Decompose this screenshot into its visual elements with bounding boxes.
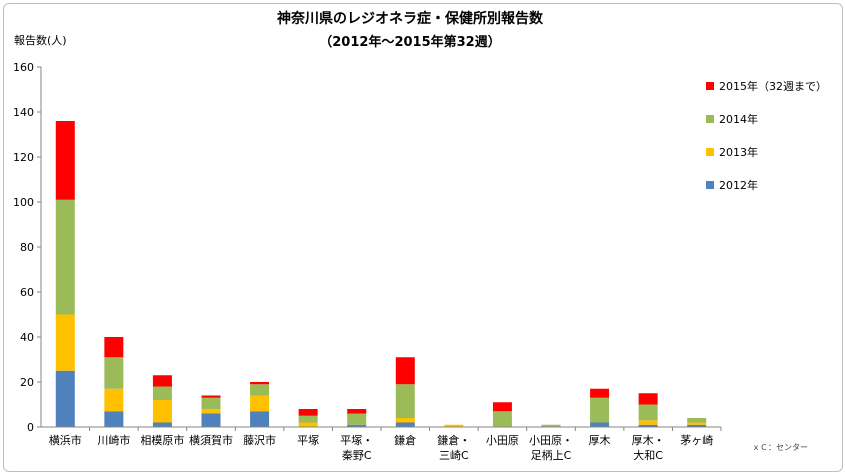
bar-segment-2	[638, 404, 658, 421]
chart-title: 神奈川県のレジオネラ症・保健所別報告数	[277, 10, 544, 27]
x-tick-label: 足柄上C	[531, 449, 572, 462]
bar-segment-1	[55, 314, 75, 371]
y-tick-label: 160	[13, 61, 34, 74]
bar-segment-0	[687, 424, 707, 427]
legend-label-2: 2014年	[719, 112, 758, 126]
bar-segment-3	[104, 337, 124, 358]
x-tick-label: 大和C	[633, 448, 663, 462]
x-tick-label: 横浜市	[49, 433, 82, 447]
bar-segment-3	[347, 409, 367, 414]
y-tick-label: 80	[20, 241, 34, 254]
bar-segment-0	[590, 422, 610, 427]
bar-segment-1	[638, 420, 658, 425]
y-tick-label: 140	[13, 106, 34, 119]
bar-segment-0	[152, 422, 172, 427]
y-tick-label: 40	[20, 331, 34, 344]
legend: 2015年（32週まで） 2014年 2013年 2012年	[706, 79, 827, 192]
bar-segment-1	[444, 424, 464, 427]
legend-swatch-0	[706, 181, 714, 189]
footnote: ｘＣ：センター	[752, 443, 808, 452]
legend-swatch-2	[706, 115, 714, 123]
bar-segment-2	[104, 357, 124, 389]
bar-segment-2	[687, 418, 707, 423]
bar-segment-3	[638, 393, 658, 405]
x-tick-label: 川崎市	[97, 433, 130, 447]
bar-segment-1	[104, 388, 124, 412]
legend-swatch-1	[706, 148, 714, 156]
y-tick-label: 100	[13, 196, 34, 209]
x-tick-label: 鎌倉・	[437, 433, 470, 447]
legend-label-1: 2013年	[719, 145, 758, 159]
x-tick-label: 茅ヶ崎	[680, 433, 713, 447]
x-tick-label: 三崎C	[439, 448, 469, 462]
x-tick-label: 小田原	[486, 434, 519, 447]
x-tick-label: 秦野C	[342, 448, 372, 462]
bar-segment-0	[201, 413, 221, 427]
bar-segment-3	[250, 382, 270, 385]
bar-segment-2	[250, 384, 270, 396]
legend-label-3: 2015年（32週まで）	[719, 79, 827, 93]
bar-segment-3	[492, 402, 512, 412]
x-tick-label: 鎌倉	[394, 433, 416, 447]
bar-segment-3	[298, 409, 318, 416]
chart-subtitle: （2012年～2015年第32週）	[319, 34, 500, 50]
y-tick-label: 60	[20, 286, 34, 299]
bar-segment-0	[347, 424, 367, 427]
bar-segment-3	[55, 121, 75, 200]
bar-segment-1	[152, 400, 172, 423]
bar-segment-1	[687, 422, 707, 425]
bar-segment-2	[152, 386, 172, 400]
x-tick-label: 平塚	[297, 434, 319, 447]
x-tick-label: 相模原市	[140, 433, 184, 447]
x-tick-label: 藤沢市	[243, 433, 276, 447]
y-axis-label: 報告数(人)	[14, 34, 67, 47]
chart-frame	[3, 3, 843, 472]
bar-segment-1	[250, 395, 270, 412]
bar-segment-2	[347, 413, 367, 425]
bar-segment-0	[638, 424, 658, 427]
bar-segment-1	[201, 409, 221, 414]
legend-swatch-3	[706, 82, 714, 90]
x-tick-label: 横須賀市	[189, 433, 233, 447]
bar-segment-2	[298, 415, 318, 423]
bar-segment-3	[590, 388, 610, 398]
bar-segment-3	[152, 375, 172, 387]
x-tick-label: 厚木	[589, 434, 611, 447]
bar-segment-2	[492, 411, 512, 427]
bar-segment-2	[541, 424, 561, 427]
bar-segment-0	[104, 411, 124, 427]
bar-segment-2	[395, 384, 415, 418]
y-tick-label: 120	[13, 151, 34, 164]
bar-segment-1	[395, 418, 415, 423]
y-tick-label: 20	[20, 376, 34, 389]
plot-area: 0 20 40 60 80 100 120 140 160 横浜市 川崎市 相模原市 横須賀市 藤沢市 平塚…	[13, 61, 722, 462]
bar-segment-0	[55, 370, 75, 427]
bar-segment-1	[298, 422, 318, 427]
legend-label-0: 2012年	[719, 178, 758, 192]
x-tick-label: 厚木・	[632, 434, 665, 447]
bar-segment-2	[590, 397, 610, 423]
y-tick-label: 0	[27, 421, 34, 434]
bar-segment-0	[395, 422, 415, 427]
bar-segment-0	[250, 411, 270, 427]
bar-segment-2	[201, 397, 221, 409]
bar-segment-2	[55, 199, 75, 315]
bar-segment-3	[395, 357, 415, 385]
bar-segment-3	[201, 395, 221, 398]
x-tick-label: 平塚・	[340, 434, 373, 447]
x-tick-label: 小田原・	[529, 434, 573, 447]
